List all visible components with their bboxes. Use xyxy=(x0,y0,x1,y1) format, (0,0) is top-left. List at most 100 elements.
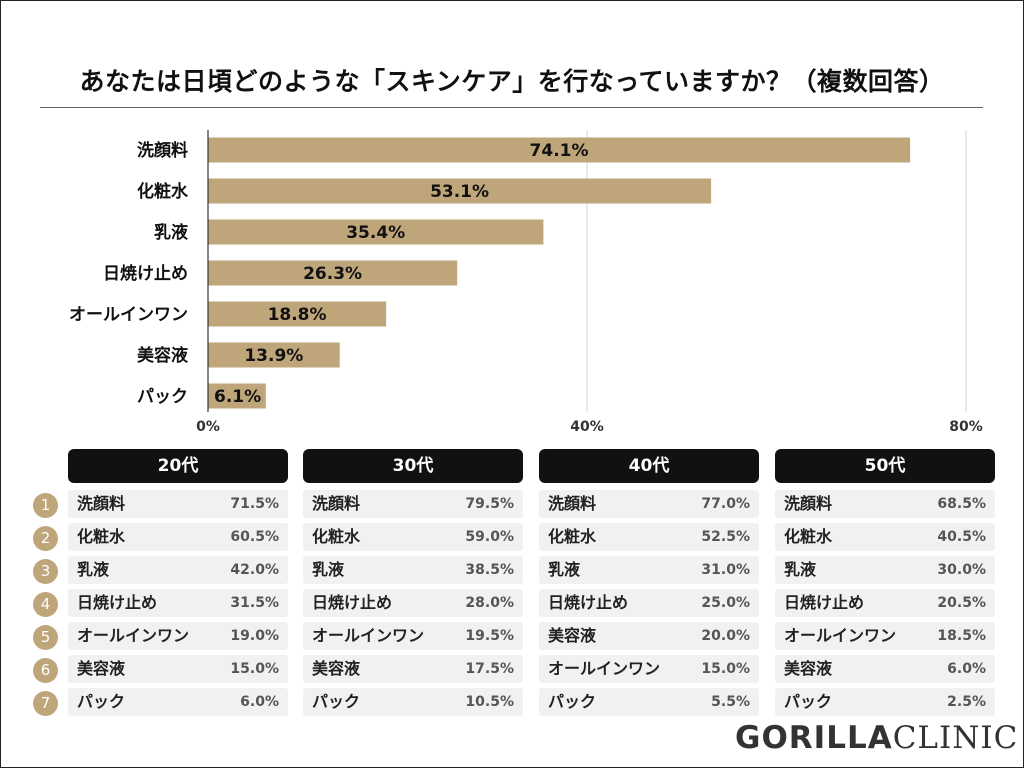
rank-badge: 6 xyxy=(33,658,58,683)
rank-row: 化粧水 60.5% xyxy=(68,523,288,551)
rank-row: 乳液 31.0% xyxy=(539,556,759,584)
rank-item-label: 乳液 xyxy=(548,560,581,579)
rank-item-label: 美容液 xyxy=(548,626,597,645)
bar-7 xyxy=(208,383,266,409)
rank-item-label: 日焼け止め xyxy=(784,593,865,612)
age-group-header: 50代 xyxy=(775,449,995,483)
rank-item-value: 20.5% xyxy=(937,595,986,611)
age-group-column: 20代洗顔料 71.5% 化粧水 60.5% 乳液 42.0% 日焼け止め 31.5% オールイ… xyxy=(68,449,288,716)
rank-item-value: 25.0% xyxy=(701,595,750,611)
rank-item-label: 日焼け止め xyxy=(312,593,393,612)
x-tick-label: 40% xyxy=(570,419,604,435)
rank-row: 美容液 15.0% xyxy=(68,655,288,683)
rank-item-label: 化粧水 xyxy=(77,527,126,546)
age-group-header: 30代 xyxy=(303,449,523,483)
rank-item-value: 10.5% xyxy=(465,694,514,710)
age-group-header: 20代 xyxy=(68,449,288,483)
rank-badge: 5 xyxy=(33,625,58,650)
rank-item-label: パック xyxy=(312,692,361,711)
rank-row: 美容液 6.0% xyxy=(775,655,995,683)
bar-6 xyxy=(208,342,340,368)
rank-row: 日焼け止め 25.0% xyxy=(539,589,759,617)
rank-item-value: 79.5% xyxy=(465,496,514,512)
age-group-column: 40代 洗顔料 77.0% 化粧水 52.5% 乳液 31.0% 日焼け止め 25.0% 美容液 2… xyxy=(539,449,759,716)
rank-row: 乳液 30.0% xyxy=(775,556,995,584)
rank-item-label: 美容液 xyxy=(77,659,126,678)
rank-row: 美容液 20.0% xyxy=(539,622,759,650)
category-label: 洗顔料 xyxy=(137,140,188,161)
rank-item-label: 日焼け止め xyxy=(548,593,629,612)
page-title: あなたは日頃どのような「スキンケア」を行なっていますか？（複数回答） xyxy=(79,67,945,96)
rank-badge: 4 xyxy=(33,592,58,617)
rank-badge: 2 xyxy=(33,526,58,551)
bar-value-label: 13.9% xyxy=(244,346,303,366)
rank-row: 日焼け止め 20.5% xyxy=(775,589,995,617)
rank-item-value: 71.5% xyxy=(230,496,279,512)
bar-1 xyxy=(208,137,911,163)
bar-value-label: 53.1% xyxy=(430,182,489,202)
rank-item-value: 31.0% xyxy=(701,562,750,578)
rank-item-label: 日焼け止め xyxy=(77,593,158,612)
rank-item-value: 18.5% xyxy=(937,628,986,644)
rank-item-value: 19.5% xyxy=(465,628,514,644)
rank-item-value: 68.5% xyxy=(937,496,986,512)
bar-4 xyxy=(208,260,458,286)
bar-2 xyxy=(208,178,712,204)
rank-row: 洗顔料 77.0% xyxy=(539,490,759,518)
gorilla-clinic-logo: GORILLACLINIC xyxy=(735,720,1018,756)
bar-value-label: 26.3% xyxy=(303,264,362,284)
rank-item-label: 美容液 xyxy=(784,659,833,678)
category-label: パック xyxy=(137,387,188,407)
rank-item-value: 77.0% xyxy=(701,496,750,512)
rank-item-value: 6.0% xyxy=(240,694,279,710)
rank-item-label: 乳液 xyxy=(784,560,817,579)
age-group-column: 50代洗顔料 68.5% 化粧水 40.5% 乳液 30.0% 日焼け止め 20.5% オールイ… xyxy=(775,449,995,716)
rank-item-value: 59.0% xyxy=(465,529,514,545)
rank-item-label: 化粧水 xyxy=(784,527,833,546)
category-label: 乳液 xyxy=(154,222,188,243)
rank-item-label: パック xyxy=(77,692,126,711)
rank-row: 化粧水 59.0% xyxy=(303,523,523,551)
rank-item-label: 洗顔料 xyxy=(312,494,361,513)
rank-item-value: 42.0% xyxy=(230,562,279,578)
rank-item-value: 20.0% xyxy=(701,628,750,644)
rank-row: オールインワン 19.5% xyxy=(303,622,523,650)
x-tick-label: 0% xyxy=(196,419,220,435)
rank-item-label: オールインワン xyxy=(784,626,897,645)
logo-thin-text: CLINIC xyxy=(892,720,1019,756)
rank-row: 化粧水 52.5% xyxy=(539,523,759,551)
rank-item-label: 乳液 xyxy=(312,560,345,579)
rank-item-label: オールインワン xyxy=(548,659,661,678)
bar-value-label: 74.1% xyxy=(530,141,589,161)
rank-badge: 1 xyxy=(33,493,58,518)
rank-row: 日焼け止め 28.0% xyxy=(303,589,523,617)
logo-bold-text: GORILLA xyxy=(735,720,893,756)
rank-item-value: 40.5% xyxy=(937,529,986,545)
rank-item-value: 19.0% xyxy=(230,628,279,644)
rank-item-value: 2.5% xyxy=(947,694,986,710)
category-label: オールインワン xyxy=(69,305,188,325)
rank-item-value: 31.5% xyxy=(230,595,279,611)
rank-row: 乳液 38.5% xyxy=(303,556,523,584)
x-tick-label: 80% xyxy=(949,419,983,435)
age-group-column: 30代洗顔料 79.5% 化粧水 59.0% 乳液 38.5% 日焼け止め 28.0% オールイ… xyxy=(303,449,523,716)
skincare-bar-chart: 74.1% 洗顔料 53.1% 化粧水 35.4% 乳液 26.3% 日焼け止め 18.8% オー… xyxy=(69,130,983,435)
rank-item-label: 洗顔料 xyxy=(77,494,126,513)
category-label: 日焼け止め xyxy=(103,263,188,284)
bar-value-label: 18.8% xyxy=(268,305,327,325)
rank-item-label: 洗顔料 xyxy=(784,494,833,513)
rank-row: 洗顔料 71.5% xyxy=(68,490,288,518)
rank-row: パック 5.5% xyxy=(539,688,759,716)
rank-badge: 3 xyxy=(33,559,58,584)
rank-row: オールインワン 19.0% xyxy=(68,622,288,650)
bar-3 xyxy=(208,219,544,245)
rank-item-value: 6.0% xyxy=(947,661,986,677)
rank-row: 洗顔料 68.5% xyxy=(775,490,995,518)
rank-item-label: 化粧水 xyxy=(312,527,361,546)
category-label: 美容液 xyxy=(137,345,188,366)
rank-item-label: 化粧水 xyxy=(548,527,597,546)
rank-item-label: 乳液 xyxy=(77,560,110,579)
rank-item-label: 美容液 xyxy=(312,659,361,678)
rank-item-value: 52.5% xyxy=(701,529,750,545)
rank-item-label: オールインワン xyxy=(77,626,190,645)
